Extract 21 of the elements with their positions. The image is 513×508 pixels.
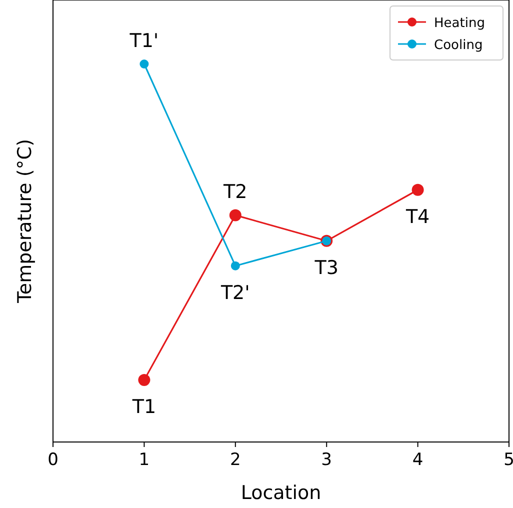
x-tick-label: 1 <box>138 450 150 470</box>
annotation: T2 <box>222 181 248 204</box>
annotation: T1 <box>131 396 156 418</box>
point <box>412 184 424 196</box>
legend-label: Heating <box>434 16 485 31</box>
annotation: T2' <box>220 282 250 304</box>
x-tick-label: 3 <box>321 450 332 470</box>
point <box>138 374 150 386</box>
x-tick-label: 2 <box>230 450 241 470</box>
point <box>229 209 242 222</box>
y-axis-title: Temperature (°C) <box>14 139 36 304</box>
x-tick-label: 4 <box>412 450 424 470</box>
annotation: T4 <box>404 206 430 228</box>
annotation: T1' <box>128 30 159 52</box>
x-tick-label: 0 <box>48 450 58 470</box>
point <box>230 261 240 270</box>
legend-label: Cooling <box>434 38 483 53</box>
annotation: T3 <box>314 256 338 279</box>
x-axis-title: Location <box>240 482 322 504</box>
x-tick-label: 5 <box>504 450 513 470</box>
point <box>140 60 149 68</box>
